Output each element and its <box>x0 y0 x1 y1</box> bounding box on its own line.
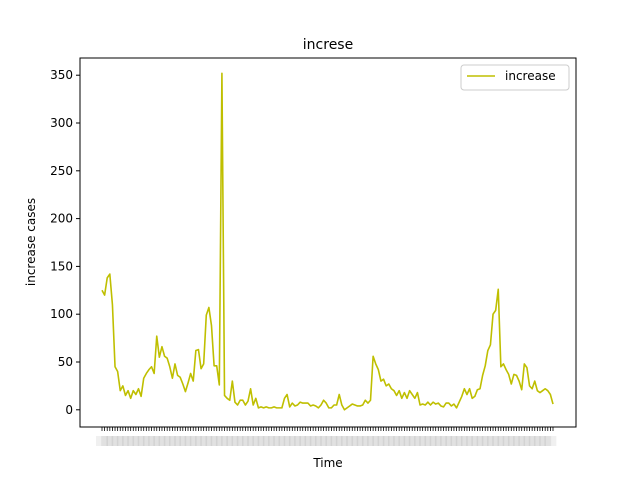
y-tick-label: 200 <box>50 212 73 226</box>
y-tick-label: 350 <box>50 68 73 82</box>
chart-title: increse <box>303 37 353 53</box>
x-tick-labels-overlapping <box>96 436 557 446</box>
y-tick-label: 50 <box>58 355 73 369</box>
y-tick-label: 100 <box>50 307 73 321</box>
plot-area <box>80 58 576 427</box>
y-tick-label: 0 <box>65 403 73 417</box>
y-tick-label: 250 <box>50 164 73 178</box>
x-axis <box>96 427 557 446</box>
y-axis: 0 50 100 150 200 250 300 350 <box>50 68 80 417</box>
x-axis-label: Time <box>312 456 342 470</box>
legend-box <box>460 64 570 91</box>
series-line-increase <box>101 72 554 411</box>
y-tick-label: 300 <box>50 116 73 130</box>
legend-label: increase <box>505 69 556 83</box>
plot-frame <box>79 57 577 428</box>
series-layer <box>101 72 554 411</box>
legend: increase <box>460 64 570 91</box>
y-tick-label: 150 <box>50 259 73 273</box>
y-axis-label: increase cases <box>24 198 38 286</box>
